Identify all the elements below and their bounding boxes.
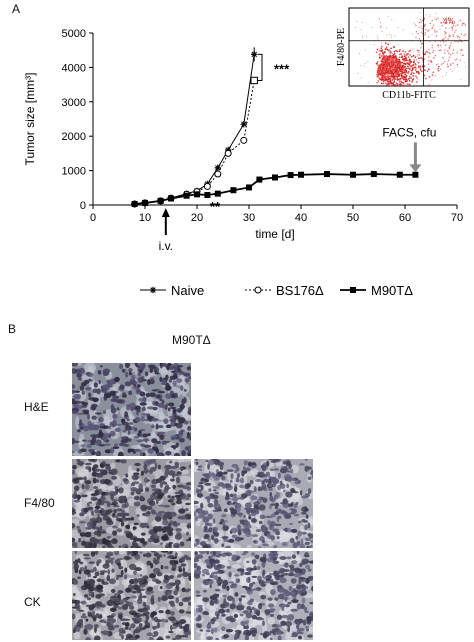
series-line-1 xyxy=(134,80,255,205)
micrograph-ck-1 xyxy=(72,551,191,640)
chart-axes: 0 10 20 30 40 50 60 70 0 1000 2000 3000 4000 5000 time… xyxy=(23,28,463,241)
y-tick-label: 2000 xyxy=(62,131,86,143)
x-tick-label: 30 xyxy=(243,212,255,224)
row-label-he: H&E xyxy=(24,400,49,414)
micrograph-texture xyxy=(72,551,191,640)
legend-label-2: M90TΔ xyxy=(371,283,413,298)
legend-marker-2 xyxy=(350,287,356,293)
x-tick-label: 50 xyxy=(347,212,359,224)
micrograph-texture xyxy=(194,551,313,640)
series-2-point xyxy=(298,171,304,178)
inset-x-label: CD11b-FITC xyxy=(382,90,436,101)
micrograph-texture xyxy=(72,363,191,456)
series-2-point xyxy=(168,195,174,202)
series-2-point xyxy=(142,199,148,206)
iv-arrow-head xyxy=(161,208,170,217)
series-2-point xyxy=(194,191,200,198)
series-2-point xyxy=(214,190,221,197)
y-tick-label: 5000 xyxy=(62,28,86,40)
chart-series xyxy=(131,47,419,208)
series-2-point xyxy=(272,174,278,181)
inset-y-label: F4/80-PE xyxy=(336,28,347,66)
legend-label-0: Naive xyxy=(171,283,204,298)
y-tick-label: 0 xyxy=(80,200,86,212)
x-tick-label: 0 xyxy=(90,212,96,224)
row-label-f480: F4/80 xyxy=(24,496,55,510)
series-2-point xyxy=(230,187,237,194)
x-tick-label: 60 xyxy=(399,212,411,224)
series-2-point xyxy=(157,197,164,204)
legend-marker-0 xyxy=(149,286,157,294)
series-2-point xyxy=(287,172,294,179)
micrograph-f480-2 xyxy=(194,459,313,548)
series-1-point xyxy=(224,149,232,157)
micrograph-ck-2 xyxy=(194,551,313,640)
y-tick-label: 3000 xyxy=(62,97,86,109)
x-tick-label: 70 xyxy=(451,212,463,224)
series-2-point xyxy=(412,171,419,178)
y-tick-label: 4000 xyxy=(62,62,86,74)
significance-top: *** xyxy=(274,61,290,76)
iv-label: i.v. xyxy=(159,239,173,253)
series-2-point xyxy=(370,171,377,178)
series-2-point xyxy=(131,200,138,207)
facs-label: FACS, cfu xyxy=(382,125,436,139)
series-2-point xyxy=(204,192,211,199)
series-1-point xyxy=(250,76,258,85)
panel-b-column-title: M90TΔ xyxy=(172,333,211,347)
series-0-point xyxy=(240,120,247,128)
legend-label-1: BS176Δ xyxy=(276,283,324,298)
series-2-point xyxy=(324,171,330,178)
x-tick-label: 40 xyxy=(295,212,307,224)
series-1-point xyxy=(240,136,248,144)
significance-low: ** xyxy=(210,199,221,214)
panel-b-letter: B xyxy=(8,322,17,336)
series-2-point xyxy=(256,176,263,183)
legend-marker-1 xyxy=(254,286,262,294)
micrograph-f480-1 xyxy=(72,459,191,548)
inset-quadrant-label: 4% xyxy=(443,16,456,26)
x-tick-label: 20 xyxy=(191,212,203,224)
chart-annotations: *****i.v.FACS, cfu xyxy=(159,53,436,253)
series-1-point xyxy=(214,170,222,178)
tumor-growth-chart: 0 10 20 30 40 50 60 70 0 1000 2000 3000 4000 5000 time… xyxy=(23,7,470,298)
series-2-point xyxy=(246,184,252,191)
series-0-point xyxy=(214,164,221,172)
inset-dots xyxy=(354,12,467,87)
micrograph-texture xyxy=(72,459,191,548)
x-axis-label: time [d] xyxy=(255,227,294,241)
panel-a-letter: A xyxy=(12,2,21,16)
y-axis-label: Tumor size [mm³] xyxy=(23,73,37,166)
series-2-point xyxy=(183,192,190,199)
facs-inset: 4% CD11b-FITC F4/80-PE xyxy=(336,7,470,101)
micrograph-he xyxy=(72,363,191,456)
micrograph-texture xyxy=(194,459,313,548)
significance-bracket xyxy=(258,53,263,81)
facs-arrow-head xyxy=(409,164,422,173)
x-tick-label: 10 xyxy=(139,212,151,224)
series-2-point xyxy=(396,171,403,178)
series-line-0 xyxy=(134,54,255,205)
series-1-point xyxy=(203,182,211,190)
row-label-ck: CK xyxy=(24,595,41,609)
y-tick-label: 1000 xyxy=(62,166,86,178)
series-2-point xyxy=(350,171,356,178)
chart-legend: Naive BS176Δ M90TΔ xyxy=(140,283,413,298)
